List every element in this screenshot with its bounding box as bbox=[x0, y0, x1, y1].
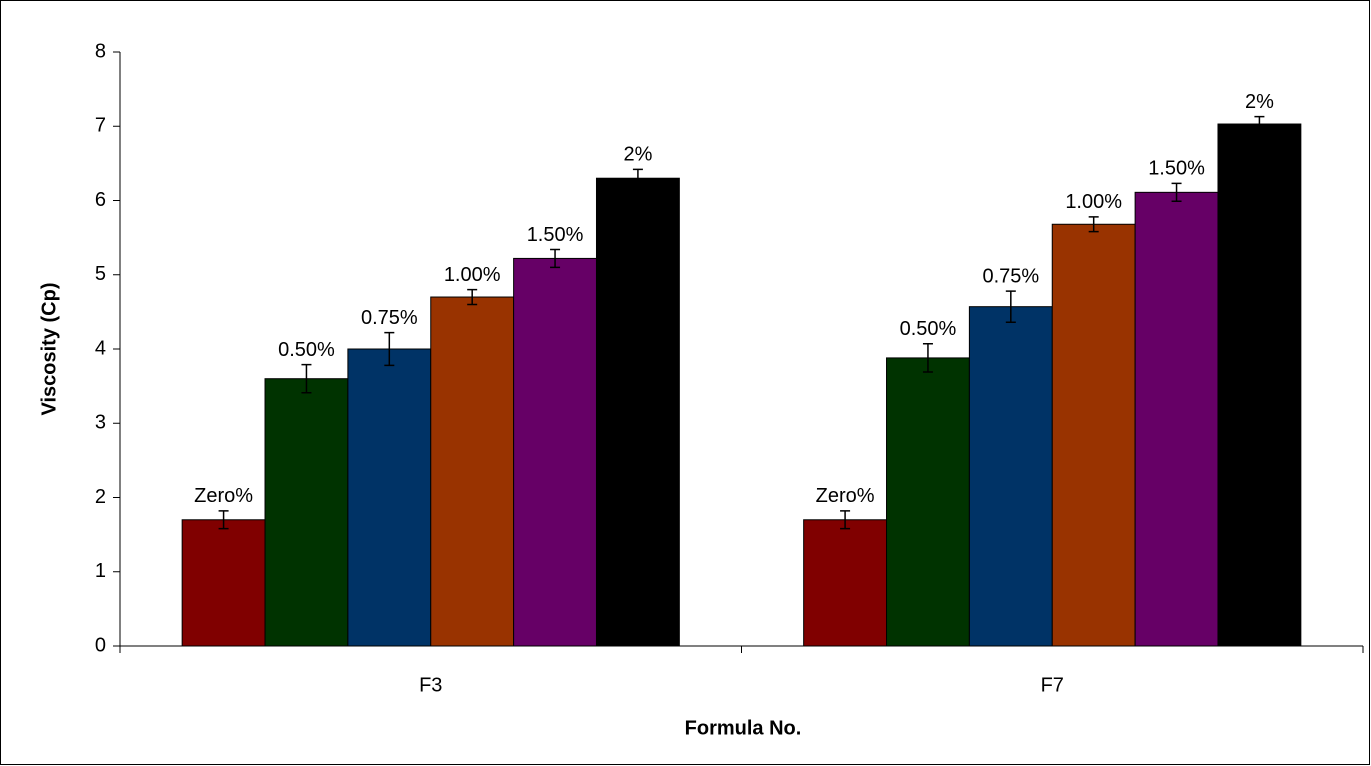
data-label: 1.00% bbox=[1065, 191, 1122, 213]
y-tick-label: 4 bbox=[95, 337, 106, 359]
bar bbox=[803, 519, 888, 647]
bar bbox=[1134, 191, 1219, 647]
error-bar bbox=[467, 288, 478, 306]
error-bar bbox=[1005, 290, 1016, 324]
x-axis-title: Formula No. bbox=[685, 717, 802, 739]
data-label: Zero% bbox=[816, 485, 875, 507]
bar bbox=[264, 378, 349, 647]
y-tick-label: 7 bbox=[95, 115, 106, 137]
bar bbox=[595, 177, 680, 647]
x-tick-label: F3 bbox=[419, 674, 442, 696]
data-label: Zero% bbox=[194, 485, 253, 507]
bar bbox=[886, 357, 970, 647]
y-tick-label: 2 bbox=[95, 486, 106, 508]
data-label: 1.50% bbox=[1148, 158, 1205, 180]
error-bar bbox=[1171, 182, 1182, 202]
data-label: 2% bbox=[623, 144, 652, 166]
error-bar bbox=[1088, 216, 1099, 233]
bar bbox=[181, 519, 266, 647]
data-label: 0.75% bbox=[361, 307, 418, 329]
error-bar bbox=[550, 248, 561, 269]
data-label: 1.50% bbox=[527, 224, 584, 246]
data-label: 0.75% bbox=[982, 265, 1039, 287]
bar bbox=[1051, 223, 1136, 647]
bar bbox=[513, 257, 597, 647]
data-label: 0.50% bbox=[900, 318, 957, 340]
bar bbox=[430, 296, 515, 647]
data-label: 1.00% bbox=[444, 264, 501, 286]
error-bar bbox=[922, 343, 933, 373]
data-label: 0.50% bbox=[278, 339, 335, 361]
y-tick-label: 1 bbox=[95, 560, 106, 582]
error-bar bbox=[301, 363, 312, 394]
error-bar bbox=[632, 168, 643, 188]
error-bar bbox=[1254, 115, 1265, 133]
y-tick-label: 8 bbox=[95, 40, 106, 62]
y-tick-label: 3 bbox=[95, 412, 106, 434]
y-tick-label: 0 bbox=[95, 634, 106, 656]
bar bbox=[968, 306, 1053, 647]
error-bar bbox=[840, 510, 851, 530]
y-axis-title: Viscosity (Cp) bbox=[38, 283, 60, 416]
bar bbox=[1217, 123, 1302, 647]
error-bar bbox=[384, 331, 395, 367]
y-tick-label: 6 bbox=[95, 189, 106, 211]
bar bbox=[347, 348, 432, 647]
y-tick-label: 5 bbox=[95, 263, 106, 285]
error-bar bbox=[218, 510, 229, 530]
data-label: 2% bbox=[1245, 91, 1274, 113]
x-tick-label: F7 bbox=[1041, 674, 1064, 696]
